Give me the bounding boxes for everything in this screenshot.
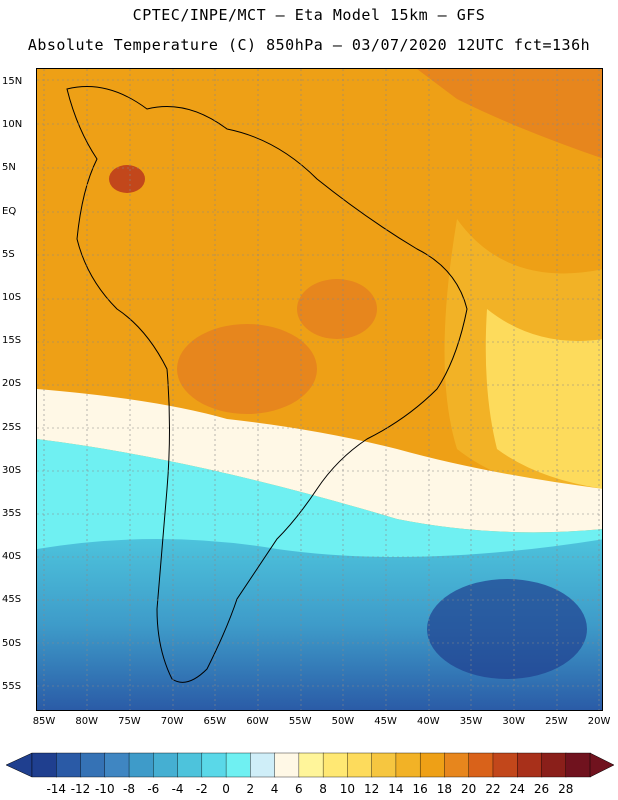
lon-label: 35W — [459, 716, 483, 727]
lon-label: 55W — [288, 716, 312, 727]
colorbar-swatch — [80, 752, 106, 778]
lat-label: 55S — [2, 680, 22, 692]
lon-label: 40W — [416, 716, 440, 727]
lon-label: 65W — [203, 716, 227, 727]
lon-label: 30W — [502, 716, 525, 727]
pale-yellow-band — [485, 309, 602, 489]
colorbar-tick-label: 28 — [558, 782, 574, 796]
colorbar-swatch — [565, 752, 591, 778]
lat-label: 45S — [2, 594, 22, 606]
lat-label: 5N — [2, 162, 16, 174]
colorbar-tick-label: 10 — [339, 782, 356, 796]
colorbar-tick-label: 26 — [533, 782, 550, 796]
colorbar-tick-label: 8 — [319, 782, 327, 796]
colorbar — [5, 752, 615, 778]
map-title-line1: CPTEC/INPE/MCT – Eta Model 15km – GFS — [132, 6, 486, 24]
colorbar-swatch — [468, 752, 494, 778]
colorbar-swatch — [444, 752, 470, 778]
colorbar-tick-label: 2 — [246, 782, 255, 796]
colorbar-swatch — [225, 752, 252, 778]
colorbar-swatch — [201, 752, 227, 778]
lon-label: 25W — [545, 716, 568, 727]
map-title-line2: Absolute Temperature (C) 850hPa – 03/07/… — [27, 36, 591, 54]
temperature-map — [36, 68, 603, 711]
lat-label: 35S — [2, 508, 22, 519]
lon-label: 20W — [587, 716, 611, 727]
temperature-field — [37, 69, 602, 710]
colorbar-swatch — [274, 752, 300, 778]
colorbar-tick-label: -10 — [94, 782, 115, 796]
colorbar-swatch — [492, 752, 518, 778]
colorbar-high-arrow — [589, 752, 615, 778]
continent-outline — [66, 86, 468, 683]
cold-core — [427, 579, 587, 679]
colorbar-tick-label: 24 — [509, 782, 525, 796]
lat-label: 10N — [2, 119, 23, 131]
lat-label: 10S — [2, 292, 22, 303]
lat-label: 15N — [2, 76, 23, 87]
colorbar-tick-label: -4 — [171, 782, 184, 796]
colorbar-low-arrow — [5, 752, 33, 778]
warm-band-ne — [417, 69, 602, 159]
colorbar-swatch — [56, 752, 82, 778]
colorbar-swatch — [419, 752, 446, 778]
colorbar-tick-label: 22 — [485, 782, 501, 796]
colorbar-swatch — [128, 752, 155, 778]
colorbar-swatch — [31, 752, 57, 778]
lon-label: 80W — [75, 716, 98, 727]
lat-label: EQ — [2, 205, 17, 217]
colorbar-tick-label: 0 — [222, 782, 230, 796]
lat-label: 5S — [2, 248, 15, 260]
graticule — [37, 69, 602, 710]
colorbar-tick-label: -14 — [46, 782, 67, 796]
hot-spot-interior — [177, 324, 317, 414]
colorbar-tick-label: -12 — [70, 782, 91, 796]
colorbar-swatch — [541, 752, 567, 778]
colorbar-swatch — [177, 752, 203, 778]
lon-label: 45W — [374, 716, 397, 727]
hot-spot-central — [297, 279, 377, 339]
hot-spot-andes — [109, 165, 145, 193]
colorbar-tick-label: -6 — [147, 782, 160, 796]
colorbar-swatch — [517, 752, 543, 778]
colorbar-swatch — [153, 752, 179, 778]
lat-label: 40S — [2, 551, 22, 563]
lat-label: 25S — [2, 421, 22, 433]
lon-label: 75W — [118, 716, 141, 727]
colorbar-swatch — [395, 752, 421, 778]
lon-label: 70W — [160, 716, 184, 727]
lon-label: 85W — [32, 716, 56, 727]
colorbar-tick-label: 14 — [388, 782, 404, 796]
colorbar-tick-label: -2 — [195, 782, 208, 796]
colorbar-tick-label: 6 — [295, 782, 303, 796]
colorbar-tick-label: 16 — [412, 782, 428, 796]
lon-label: 50W — [331, 716, 355, 727]
colorbar-swatch — [250, 752, 276, 778]
colorbar-swatch — [298, 752, 324, 778]
colorbar-tick-label: 12 — [364, 782, 380, 796]
colorbar-tick-label: 18 — [436, 782, 453, 796]
colorbar-swatch — [371, 752, 397, 778]
colorbar-tick-label: 20 — [461, 782, 477, 796]
transition-band — [37, 389, 602, 533]
lat-label: 15S — [2, 335, 22, 347]
lat-label: 20S — [2, 378, 22, 390]
colorbar-swatch — [104, 752, 130, 778]
lon-label: 60W — [246, 716, 269, 727]
colorbar-tick-label: -8 — [123, 782, 136, 796]
lat-label: 30S — [2, 464, 22, 476]
colorbar-swatch — [347, 752, 373, 778]
colorbar-tick-label: 4 — [270, 782, 279, 796]
colorbar-swatch — [322, 752, 349, 778]
lat-label: 50S — [2, 637, 22, 649]
